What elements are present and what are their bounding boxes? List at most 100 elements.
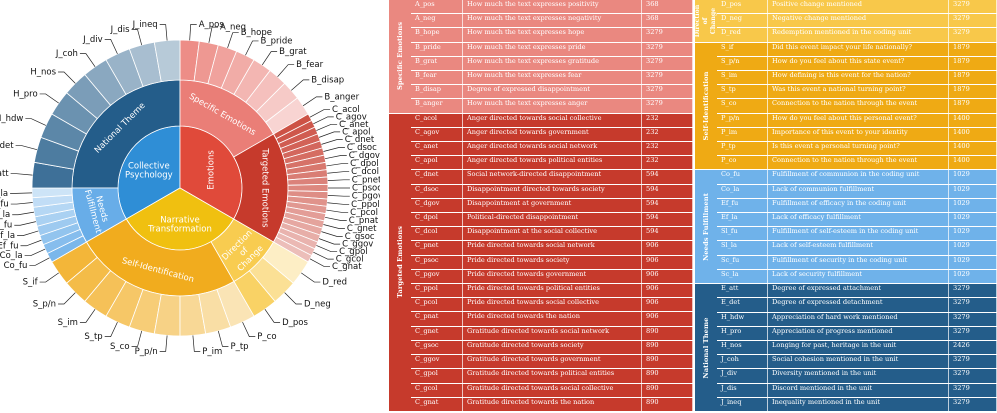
leader-line-c-anet: [316, 123, 338, 131]
count-cell: 594: [642, 184, 693, 198]
description-cell: How much the text expresses negativity: [463, 14, 642, 28]
leader-line-c-dnet: [321, 139, 343, 145]
leader-line-c-dgov: [324, 155, 347, 160]
outer-label-j-div: J_div: [82, 35, 103, 45]
table-row: S_p/n How do you feel about this state ev…: [717, 56, 997, 72]
count-cell: 232: [642, 142, 693, 156]
leader-line-c-ppol: [327, 202, 350, 205]
count-cell: 3279: [949, 369, 997, 383]
table-row: E_att Degree of expressed attachment 3279: [717, 284, 997, 299]
outer-label-c-anet: C_anet: [339, 120, 369, 130]
leader-line-b-pride: [245, 40, 259, 56]
description-cell: How do you feel about this state event?: [768, 56, 949, 71]
table-row: H_hdw Appreciation of hard work mentioned…: [717, 312, 997, 327]
outer-label-c-gpol: C_gpol: [339, 247, 368, 257]
leader-line-b-fear: [277, 64, 295, 77]
code-cell: H_nos: [717, 340, 768, 355]
leader-line-ef-fu: [20, 239, 42, 247]
code-cell: Sl_la: [717, 241, 768, 255]
table-row: S_im How defining is this event for the n…: [717, 71, 997, 86]
outer-label-c-ppol: C_ppol: [351, 200, 380, 210]
count-cell: 890: [642, 397, 693, 411]
table-row: C_gcol Gratitude directed towards social …: [411, 383, 693, 398]
count-cell: 3279: [949, 326, 997, 340]
count-cell: 1879: [949, 99, 997, 113]
count-cell: 906: [642, 284, 693, 298]
table-row: H_nos Longing for past, heritage in the u…: [717, 340, 997, 356]
count-cell: 3279: [949, 0, 997, 14]
description-cell: How much the text expresses positivity: [463, 0, 642, 14]
description-cell: Pride directed towards government: [463, 269, 642, 284]
outer-label-ef-la: Ef_la: [0, 231, 15, 241]
leader-line-c-apol: [318, 131, 341, 138]
outer-label-s-if: S_if: [23, 278, 39, 288]
code-cell: E_det: [717, 298, 768, 312]
leader-line-c-gsoc: [321, 231, 343, 237]
table-row: D_red Redemption mentioned in the coding …: [717, 28, 997, 43]
code-cell: C_pnet: [411, 241, 463, 255]
outer-label-c-agov: C_agov: [336, 112, 367, 122]
count-cell: 3279: [949, 355, 997, 369]
table-row: E_det Degree of expressed detachment 3279: [717, 298, 997, 313]
leader-line-e-att: [10, 173, 33, 176]
description-cell: Lack of communion fulfillment: [768, 184, 949, 198]
outer-label-p-im: P_im: [202, 347, 222, 357]
outer-label-b-hope: B_hope: [241, 28, 272, 38]
code-cell: S_co: [717, 99, 768, 113]
code-cell: J_dis: [717, 383, 768, 397]
table-row: C_dgov Disappointment at government 594: [411, 198, 693, 214]
leader-line-e-det: [15, 145, 38, 151]
code-cell: D_pos: [717, 0, 768, 14]
code-cell: J_ineq: [717, 397, 768, 411]
outer-label-h-nos: H_nos: [30, 68, 56, 78]
outer-label-b-pride: B_pride: [261, 36, 293, 46]
count-cell: 906: [642, 241, 693, 255]
category-label: Targeted Emotions: [396, 226, 404, 299]
code-cell: C_gnat: [411, 397, 463, 411]
code-cell: C_psoc: [411, 255, 463, 269]
count-cell: 890: [642, 369, 693, 383]
code-cell: C_gsoc: [411, 340, 463, 355]
leader-line-b-anger: [302, 96, 323, 107]
count-cell: 1879: [949, 85, 997, 99]
code-cell: J_div: [717, 369, 768, 383]
outer-segment-p-im: [179, 293, 207, 337]
code-cell: H_pro: [717, 326, 768, 340]
category-cell: Targeted Emotions: [389, 113, 411, 412]
outer-label-b-anger: B_anger: [324, 92, 359, 102]
count-cell: 906: [642, 255, 693, 269]
description-cell: Anger directed towards social collective: [463, 113, 642, 127]
count-cell: 3279: [949, 14, 997, 28]
outer-label-sc-fu: Sc_fu: [0, 200, 9, 210]
outer-segment-j-ineq: [153, 39, 181, 83]
leader-line-s-if: [39, 272, 59, 283]
outer-segment-d-red: [262, 241, 309, 284]
leader-line-d-red: [301, 272, 321, 283]
table-row: C_acol Anger directed towards social coll…: [411, 113, 693, 128]
code-cell: C_dnet: [411, 170, 463, 184]
leader-line-j-div: [104, 39, 118, 55]
description-cell: How do you feel about this personal even…: [768, 113, 949, 127]
count-cell: 1029: [949, 241, 997, 255]
code-cell: D_red: [717, 28, 768, 42]
count-cell: 1400: [949, 113, 997, 127]
code-cell: Sc_la: [717, 269, 768, 284]
outer-label-b-fear: B_fear: [296, 60, 324, 70]
sunburst-chart: Collective Psychology Emotions Narrative Tra…: [0, 20, 380, 357]
inner-label-collective-psychology: Collective Psychology: [125, 161, 173, 180]
table-row: C_pnet Pride directed towards social netw…: [411, 241, 693, 256]
table-row: B_disap Degree of expressed disappointmen…: [411, 85, 693, 100]
table-row: B_anger How much the text expresses anger…: [411, 99, 693, 114]
description-cell: Gratitude directed towards social collec…: [463, 383, 642, 397]
description-cell: Pride directed towards social collective: [463, 298, 642, 312]
description-cell: Degree of expressed disappointment: [463, 85, 642, 99]
outer-label-c-dgov: C_dgov: [349, 151, 380, 161]
outer-label-c-pcol: C_pcol: [350, 208, 378, 218]
outer-label-c-dpol: C_dpol: [350, 159, 379, 169]
table-row: C_ggov Gratitude directed towards governm…: [411, 355, 693, 370]
count-cell: 890: [642, 340, 693, 355]
count-cell: 1029: [949, 269, 997, 284]
code-cell: S_tp: [717, 85, 768, 99]
outer-label-p-tp: P_tp: [230, 342, 248, 352]
description-cell: Lack of self-esteem fulfillment: [768, 241, 949, 255]
